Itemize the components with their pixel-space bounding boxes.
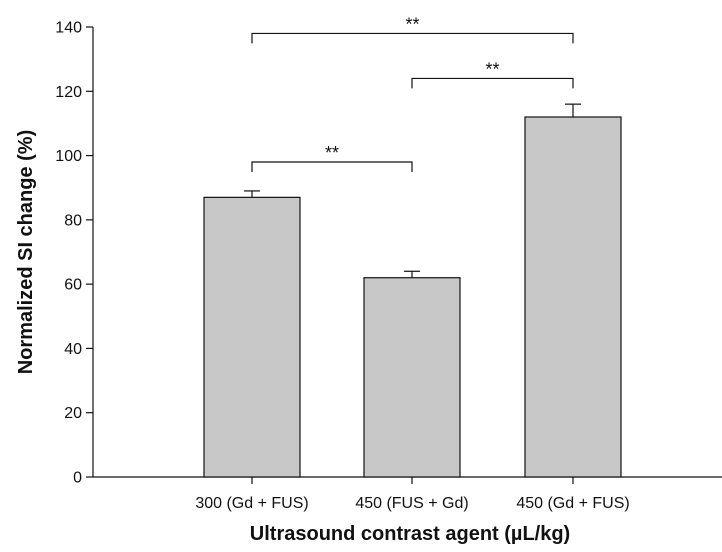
significance-bracket (251, 161, 413, 172)
significance-brackets: ** ** ** (251, 14, 574, 172)
x-axis: 300 (Gd + FUS) 450 (FUS + Gd) 450 (Gd + FU… (93, 476, 722, 512)
significance-bracket (251, 32, 574, 44)
significance-bracket (411, 77, 574, 89)
significance-label: ** (325, 143, 339, 163)
y-tick-label: 120 (55, 84, 82, 101)
y-tick-label: 0 (73, 470, 82, 487)
y-tick-label: 40 (64, 341, 82, 358)
bar (524, 116, 622, 478)
bar (203, 196, 301, 478)
y-tick-label: 140 (55, 20, 82, 37)
bar (363, 277, 461, 478)
x-tick-label: 300 (Gd + FUS) (195, 495, 308, 512)
y-tick-label: 80 (64, 212, 82, 229)
bars (203, 103, 622, 478)
x-tick-label: 450 (Gd + FUS) (516, 495, 629, 512)
significance-label: ** (405, 14, 419, 34)
x-axis-label: Ultrasound contrast agent (µL/kg) (250, 523, 570, 545)
x-tick-label: 450 (FUS + Gd) (355, 495, 468, 512)
y-tick-label: 100 (55, 148, 82, 165)
y-tick-label: 60 (64, 277, 82, 294)
y-axis: 0 20 40 60 80 100 120 140 (55, 20, 94, 487)
significance-label: ** (485, 59, 499, 79)
y-tick-label: 20 (64, 405, 82, 422)
y-axis-label: Normalized SI change (%) (15, 130, 37, 375)
